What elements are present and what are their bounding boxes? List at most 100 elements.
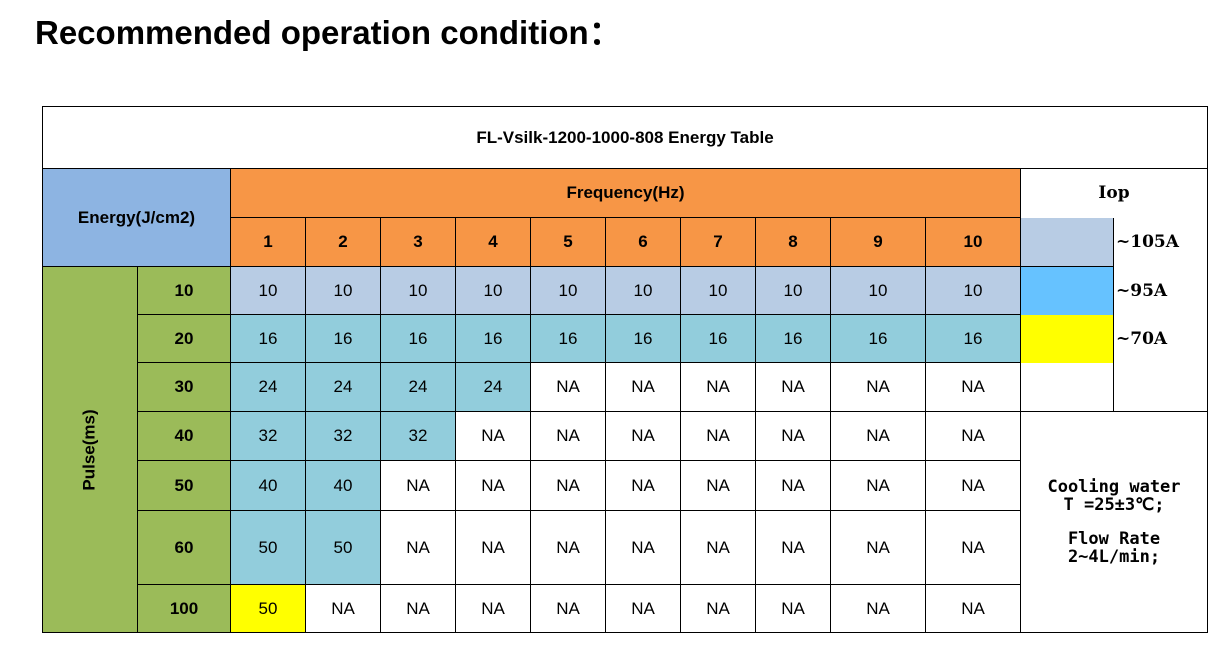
energy-cell: 10 [380, 266, 456, 315]
energy-cell: NA [680, 510, 756, 585]
energy-cell: NA [680, 460, 756, 511]
pulse-value: 40 [137, 411, 231, 461]
pulse-value: 100 [137, 584, 231, 633]
table-row: 30 24 24 24 24 NA NA NA NA NA NA [43, 362, 1208, 412]
energy-cell: NA [925, 584, 1021, 633]
notes-spacer [1022, 514, 1207, 530]
legend-swatch-95a [1020, 266, 1114, 315]
energy-cell: NA [605, 584, 681, 633]
frequency-col-6: 6 [605, 217, 681, 267]
energy-cell: NA [925, 362, 1021, 412]
frequency-col-7: 7 [680, 217, 756, 267]
energy-cell: NA [830, 411, 926, 461]
energy-cell: 10 [755, 266, 831, 315]
energy-cell: 10 [230, 266, 306, 315]
energy-cell: 50 [230, 584, 306, 633]
energy-cell: 10 [830, 266, 926, 315]
energy-cell: 10 [530, 266, 606, 315]
energy-cell: NA [830, 584, 926, 633]
energy-cell: NA [530, 510, 606, 585]
energy-cell: NA [680, 411, 756, 461]
energy-cell: NA [380, 584, 456, 633]
energy-cell: NA [530, 460, 606, 511]
energy-cell: NA [530, 411, 606, 461]
energy-table: FL-Vsilk-1200-1000-808 Energy Table Ener… [42, 106, 1208, 633]
frequency-col-3: 3 [380, 217, 456, 267]
energy-cell: 16 [305, 314, 381, 363]
energy-cell: NA [680, 362, 756, 412]
energy-cell: 16 [925, 314, 1021, 363]
energy-cell: 16 [755, 314, 831, 363]
energy-cell: NA [305, 584, 381, 633]
table-row: 100 50 NA NA NA NA NA NA NA NA NA [43, 584, 1208, 633]
energy-cell: NA [755, 460, 831, 511]
frequency-header: Frequency(Hz) [230, 168, 1021, 218]
energy-cell: NA [455, 584, 531, 633]
energy-cell: 32 [230, 411, 306, 461]
energy-cell: 50 [230, 510, 306, 585]
pulse-value: 10 [137, 266, 231, 315]
pulse-value: 20 [137, 314, 231, 363]
energy-cell: NA [380, 460, 456, 511]
table-row: 40 32 32 32 NA NA NA NA NA NA NA Cooling water T =25… [43, 411, 1208, 633]
frequency-col-9: 9 [830, 217, 926, 267]
energy-cell: NA [755, 411, 831, 461]
flow-rate-label: Flow Rate [1067, 529, 1161, 549]
energy-cell: NA [530, 362, 606, 412]
pulse-value: 50 [137, 460, 231, 511]
operating-notes: Cooling water T =25±3℃; Flow Rate 2~4L/min; [1020, 411, 1208, 633]
energy-cell: 24 [455, 362, 531, 412]
pulse-header: Pulse(ms) [42, 266, 138, 633]
legend-swatch-70a [1020, 314, 1114, 363]
frequency-col-4: 4 [455, 217, 531, 267]
frequency-col-5: 5 [530, 217, 606, 267]
energy-cell: NA [925, 460, 1021, 511]
table-row: 50 40 40 NA NA NA NA NA NA NA NA [43, 460, 1208, 511]
energy-cell: NA [380, 510, 456, 585]
energy-cell: NA [755, 362, 831, 412]
energy-cell: 10 [455, 266, 531, 315]
energy-cell: 16 [455, 314, 531, 363]
energy-cell: NA [455, 411, 531, 461]
energy-cell: NA [455, 460, 531, 511]
energy-cell: NA [755, 584, 831, 633]
energy-cell: NA [605, 460, 681, 511]
energy-cell: NA [605, 362, 681, 412]
legend-label-95a: ~95A [1113, 266, 1208, 315]
energy-cell: NA [925, 411, 1021, 461]
frequency-col-10: 10 [925, 217, 1021, 267]
cooling-water-temp: T =25±3℃; [1063, 495, 1165, 515]
energy-cell: 10 [925, 266, 1021, 315]
energy-cell: 16 [605, 314, 681, 363]
energy-cell: 16 [530, 314, 606, 363]
energy-cell: NA [680, 584, 756, 633]
energy-cell: 32 [380, 411, 456, 461]
flow-rate-value: 2~4L/min; [1067, 547, 1161, 567]
legend-empty-cell [1113, 362, 1208, 412]
energy-cell: 10 [680, 266, 756, 315]
energy-cell: 10 [305, 266, 381, 315]
table-row: 20 16 16 16 16 16 16 16 16 16 16 ~70A [43, 314, 1208, 363]
energy-cell: 40 [305, 460, 381, 511]
legend-swatch-105a [1020, 217, 1114, 267]
legend-label-70a: ~70A [1113, 314, 1208, 363]
legend-label-105a: ~105A [1113, 217, 1208, 267]
energy-cell: NA [605, 411, 681, 461]
energy-cell: NA [755, 510, 831, 585]
page-heading: Recommended operation condition： [35, 14, 622, 51]
energy-header: Energy(J/cm2) [42, 168, 231, 267]
pulse-value: 60 [137, 510, 231, 585]
cooling-water-label: Cooling water [1047, 477, 1181, 497]
pulse-value: 30 [137, 362, 231, 412]
energy-cell: 16 [380, 314, 456, 363]
table-row: 60 50 50 NA NA NA NA NA NA NA NA [43, 510, 1208, 585]
energy-cell: NA [830, 510, 926, 585]
energy-cell: 32 [305, 411, 381, 461]
energy-cell: 24 [230, 362, 306, 412]
energy-cell: NA [605, 510, 681, 585]
energy-cell: NA [925, 510, 1021, 585]
table-title: FL-Vsilk-1200-1000-808 Energy Table [42, 106, 1208, 169]
legend-empty-cell [1020, 362, 1114, 412]
energy-cell: 16 [830, 314, 926, 363]
energy-cell: 50 [305, 510, 381, 585]
